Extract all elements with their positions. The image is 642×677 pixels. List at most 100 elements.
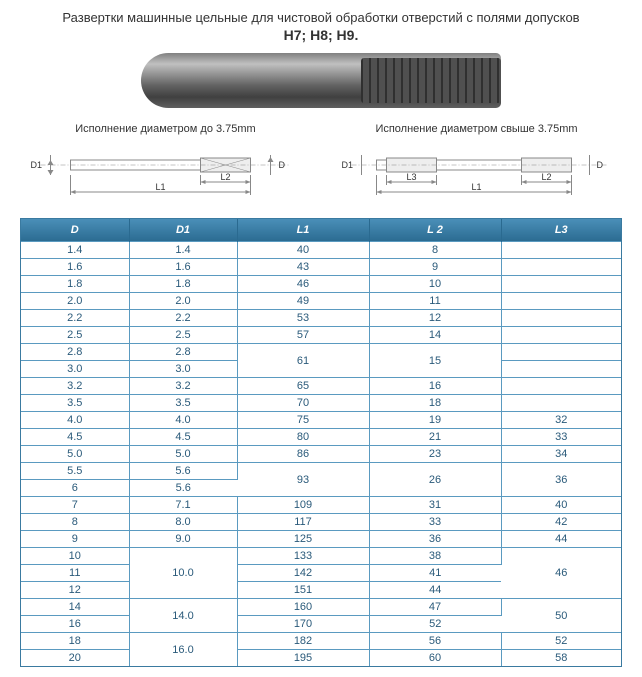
table-row: 1816.01825652 (21, 633, 621, 650)
cell-l2: 36 (369, 531, 501, 548)
svg-text:L2: L2 (542, 172, 552, 182)
cell-l2: 14 (369, 327, 501, 344)
table-row: 1414.01604750 (21, 599, 621, 616)
cell-l3 (501, 242, 621, 259)
cell-d1: 4.0 (129, 412, 237, 429)
cell-d1: 7.1 (129, 497, 237, 514)
cell-l1: 195 (237, 650, 369, 667)
cell-d: 6 (21, 480, 129, 497)
cell-l2: 38 (369, 548, 501, 565)
cell-d1: 2.8 (129, 344, 237, 361)
svg-text:L1: L1 (156, 182, 166, 192)
svg-text:D1: D1 (342, 160, 354, 170)
cell-l1: 70 (237, 395, 369, 412)
cell-d: 10 (21, 548, 129, 565)
cell-l1: 40 (237, 242, 369, 259)
cell-l1: 133 (237, 548, 369, 565)
cell-l2: 11 (369, 293, 501, 310)
col-header-l2: L 2 (369, 219, 501, 242)
cell-d1: 4.5 (129, 429, 237, 446)
cell-d: 9 (21, 531, 129, 548)
cell-d1: 16.0 (129, 633, 237, 667)
cell-l3: 32 (501, 412, 621, 429)
table-body: 1.41.44081.61.64391.81.846102.02.049112.… (21, 242, 621, 667)
cell-l3 (501, 361, 621, 378)
cell-l1: 46 (237, 276, 369, 293)
cell-l2: 33 (369, 514, 501, 531)
cell-l3 (501, 395, 621, 412)
cell-d: 20 (21, 650, 129, 667)
table-row: 1.81.84610 (21, 276, 621, 293)
page-title: Развертки машинные цельные для чистовой … (20, 10, 622, 25)
cell-d: 2.2 (21, 310, 129, 327)
table-row: 2.82.86115 (21, 344, 621, 361)
svg-text:L3: L3 (407, 172, 417, 182)
cell-l2: 8 (369, 242, 501, 259)
cell-l2: 31 (369, 497, 501, 514)
col-header-d: D (21, 219, 129, 242)
cell-l2: 15 (369, 344, 501, 378)
table-row: 1010.01333846 (21, 548, 621, 565)
svg-text:D1: D1 (31, 160, 43, 170)
cell-l1: 75 (237, 412, 369, 429)
table-row: 99.01253644 (21, 531, 621, 548)
cell-l1: 117 (237, 514, 369, 531)
cell-d: 3.2 (21, 378, 129, 395)
diagram-right-svg: D1 D L3 L2 L1 (331, 140, 622, 200)
cell-l2: 16 (369, 378, 501, 395)
cell-d1: 3.5 (129, 395, 237, 412)
table-row: 3.53.57018 (21, 395, 621, 412)
cell-d1: 2.0 (129, 293, 237, 310)
cell-d: 5.5 (21, 463, 129, 480)
cell-l2: 12 (369, 310, 501, 327)
cell-d1: 1.6 (129, 259, 237, 276)
cell-l1: 49 (237, 293, 369, 310)
diagram-left-svg: D1 D L2 L1 (20, 140, 311, 200)
table-row: 3.23.26516 (21, 378, 621, 395)
cell-l3: 36 (501, 463, 621, 497)
cell-l1: 86 (237, 446, 369, 463)
cell-d: 14 (21, 599, 129, 616)
cell-l3: 58 (501, 650, 621, 667)
cell-d: 3.0 (21, 361, 129, 378)
cell-l3 (501, 327, 621, 344)
cell-l1: 43 (237, 259, 369, 276)
table-row: 2.02.04911 (21, 293, 621, 310)
cell-l2: 60 (369, 650, 501, 667)
cell-d1: 1.4 (129, 242, 237, 259)
cell-d1: 14.0 (129, 599, 237, 633)
table-row: 1.61.6439 (21, 259, 621, 276)
cell-d: 4.0 (21, 412, 129, 429)
table-row: 77.11093140 (21, 497, 621, 514)
cell-d1: 9.0 (129, 531, 237, 548)
cell-l2: 41 (369, 565, 501, 582)
cell-l1: 93 (237, 463, 369, 497)
cell-l2: 10 (369, 276, 501, 293)
cell-l2: 18 (369, 395, 501, 412)
cell-l1: 182 (237, 633, 369, 650)
page-subtitle: H7; H8; H9. (20, 27, 622, 43)
cell-d: 16 (21, 616, 129, 633)
cell-l1: 125 (237, 531, 369, 548)
diagram-right-label: Исполнение диаметром свыше 3.75mm (331, 123, 622, 135)
cell-d: 4.5 (21, 429, 129, 446)
cell-l3: 40 (501, 497, 621, 514)
cell-l3: 33 (501, 429, 621, 446)
cell-d: 8 (21, 514, 129, 531)
svg-text:D: D (597, 160, 604, 170)
cell-l3 (501, 344, 621, 361)
cell-d: 1.4 (21, 242, 129, 259)
cell-l1: 109 (237, 497, 369, 514)
cell-d1: 5.6 (129, 463, 237, 480)
cell-l1: 142 (237, 565, 369, 582)
cell-d: 12 (21, 582, 129, 599)
table-row: 2.22.25312 (21, 310, 621, 327)
cell-l3 (501, 310, 621, 327)
cell-d: 5.0 (21, 446, 129, 463)
cell-l1: 80 (237, 429, 369, 446)
cell-l1: 160 (237, 599, 369, 616)
svg-text:L1: L1 (472, 182, 482, 192)
cell-l3: 44 (501, 531, 621, 548)
cell-d: 1.8 (21, 276, 129, 293)
cell-d: 2.0 (21, 293, 129, 310)
